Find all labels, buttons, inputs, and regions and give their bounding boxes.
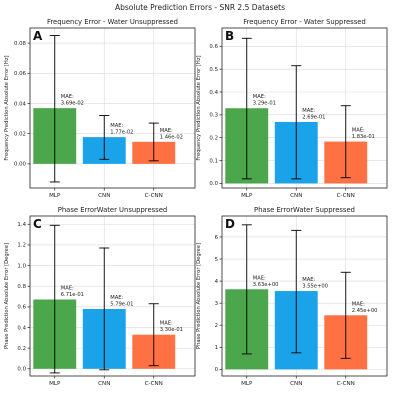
chart-panel-d: MAE:3.63e+00MAE:3.55e+00MAE:2.45e+000123…: [196, 206, 388, 387]
y-tick-label: 0.3: [209, 113, 218, 119]
y-tick-label: 0.06: [14, 71, 27, 77]
panel-letter: A: [33, 29, 43, 43]
mae-annotation: MAE:: [302, 108, 315, 114]
x-tick-label: MLP: [241, 193, 253, 199]
axes-frame: [29, 215, 196, 377]
axes-frame: [221, 27, 388, 189]
mae-annotation: 6.71e-01: [61, 292, 84, 298]
mae-annotation: MAE:: [253, 94, 266, 100]
y-axis-label: Frequency Prediction Absolute Error [Hz]: [4, 55, 10, 160]
mae-annotation: 5.79e-01: [110, 302, 133, 308]
chart-title: Frequency Error - Water Suppressed: [243, 18, 366, 26]
figure-suptitle: Absolute Prediction Errors - SNR 2.5 Dat…: [114, 3, 286, 12]
x-tick-label: C-CNN: [337, 381, 355, 387]
y-tick-label: 0.2: [17, 346, 26, 352]
panel-letter: D: [225, 217, 235, 231]
y-axis-label: Phase Prediction Absolute Error [Degree]: [196, 243, 202, 349]
mae-annotation: 2.45e+00: [352, 308, 378, 314]
axes-frame: [29, 27, 196, 189]
mae-annotation: 3.63e+00: [253, 282, 279, 288]
axes-frame: [221, 215, 388, 377]
y-tick-label: 0.1: [209, 158, 218, 164]
y-tick-label: 0.0: [209, 181, 218, 187]
mae-annotation: MAE:: [110, 123, 123, 129]
panel-letter: C: [33, 217, 42, 231]
mae-annotation: MAE:: [302, 277, 315, 283]
chart-title: Phase ErrorWater Suppressed: [254, 206, 355, 214]
mae-annotation: 1.83e-01: [352, 134, 375, 140]
y-axis-label: Frequency Prediction Absolute Error [Hz]: [196, 55, 202, 160]
y-axis-label: Phase Prediction Absolute Error [Degree]: [4, 243, 10, 349]
y-tick-label: 1.0: [17, 263, 26, 269]
x-tick-label: CNN: [98, 193, 110, 199]
mae-annotation: 3.69e-02: [61, 101, 84, 107]
y-tick-label: 0.8: [17, 284, 26, 290]
y-tick-label: 0.04: [14, 101, 27, 107]
y-tick-label: 0: [215, 367, 219, 373]
y-tick-label: 0.6: [209, 44, 218, 50]
mae-annotation: MAE:: [160, 321, 173, 327]
mae-annotation: 3.30e-01: [160, 327, 183, 333]
mae-annotation: 2.69e-01: [302, 114, 325, 120]
y-tick-label: 0.6: [17, 305, 26, 311]
y-tick-label: 4: [215, 279, 219, 285]
y-tick-label: 0.5: [209, 67, 218, 73]
y-tick-label: 0.00: [14, 162, 27, 168]
mae-annotation: MAE:: [110, 295, 123, 301]
y-tick-label: 0.4: [17, 325, 26, 331]
y-tick-label: 0.0: [17, 367, 26, 373]
mae-annotation: MAE:: [160, 128, 173, 134]
y-tick-label: 0.08: [14, 41, 27, 47]
mae-annotation: MAE:: [352, 301, 365, 307]
x-tick-label: CNN: [290, 381, 302, 387]
y-tick-label: 6: [215, 235, 219, 241]
y-tick-label: 1: [215, 345, 218, 351]
mae-annotation: MAE:: [61, 94, 74, 100]
x-tick-label: MLP: [241, 381, 253, 387]
y-tick-label: 0.2: [209, 136, 218, 142]
y-tick-label: 0.02: [14, 131, 26, 137]
x-tick-label: CNN: [98, 381, 110, 387]
mae-annotation: MAE:: [352, 128, 365, 134]
y-tick-label: 0.4: [209, 90, 218, 96]
panel-letter: B: [225, 29, 234, 43]
mae-annotation: MAE:: [253, 275, 266, 281]
y-tick-label: 3: [215, 301, 218, 307]
y-tick-label: 2: [215, 323, 218, 329]
mae-annotation: MAE:: [61, 286, 74, 292]
x-tick-label: MLP: [49, 193, 61, 199]
mae-annotation: 3.55e+00: [302, 284, 328, 290]
x-tick-label: C-CNN: [145, 381, 163, 387]
y-tick-label: 5: [215, 257, 218, 263]
x-tick-label: C-CNN: [145, 193, 163, 199]
mae-annotation: 1.46e-02: [160, 134, 183, 140]
mae-annotation: 3.29e-01: [253, 101, 276, 107]
x-tick-label: C-CNN: [337, 193, 355, 199]
mae-annotation: 1.77e-02: [110, 130, 133, 136]
x-tick-label: CNN: [290, 193, 302, 199]
chart-panel-b: MAE:3.29e-01MAE:2.69e-01MAE:1.83e-010.00…: [196, 18, 388, 199]
chart-title: Frequency Error - Water Unsuppressed: [47, 18, 178, 26]
y-tick-label: 1.2: [17, 243, 26, 249]
chart-title: Phase ErrorWater Unsuppressed: [58, 206, 167, 214]
x-tick-label: MLP: [49, 381, 61, 387]
y-tick-label: 1.4: [17, 222, 26, 228]
chart-panel-c: MAE:6.71e-01 MAE:5.79e-01MAE:3.30e-010.00…: [4, 206, 196, 387]
